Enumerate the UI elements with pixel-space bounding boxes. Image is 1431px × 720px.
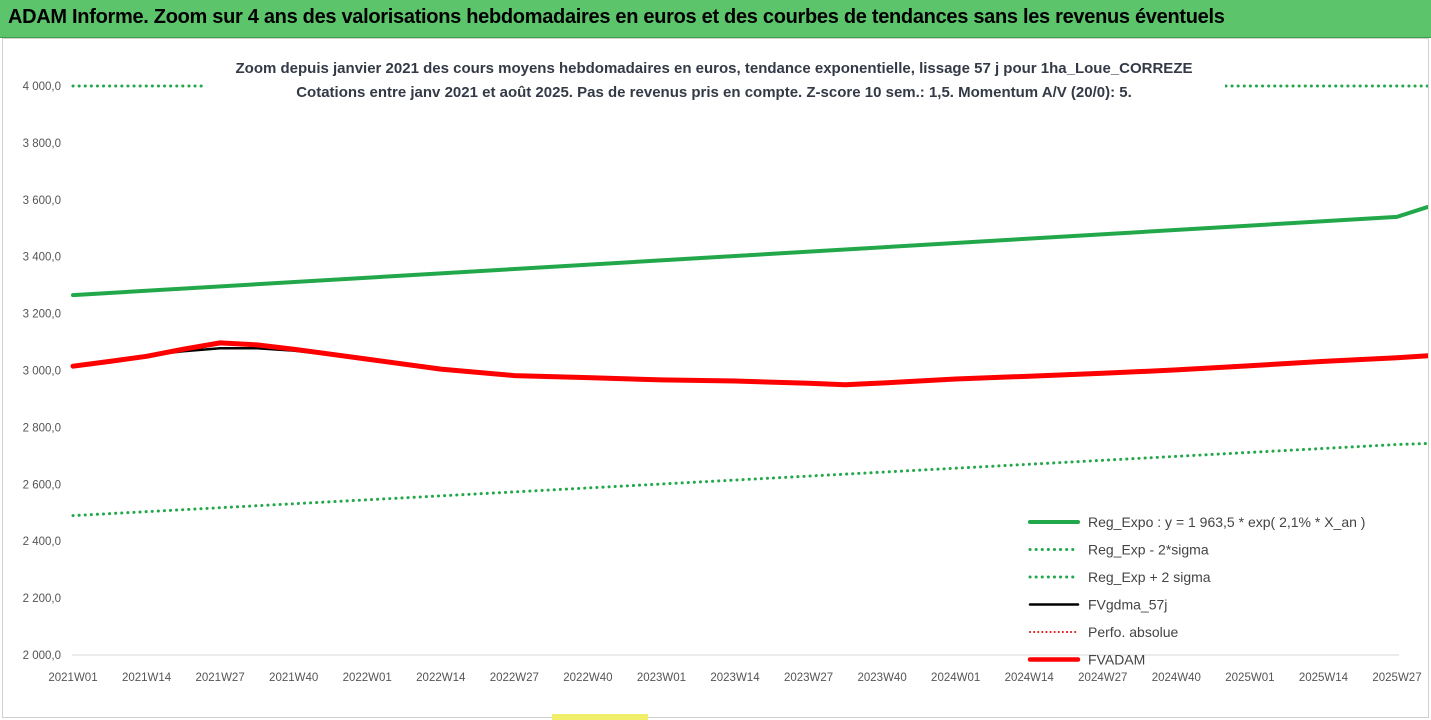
bottom-highlight-bar — [552, 714, 648, 720]
series-layer — [70, 84, 1428, 518]
chart-canvas: 2 000,0 2 200,0 2 400,0 2 600,0 2 800,0 3 000… — [23, 53, 1428, 684]
legend-entry: FVADAM — [1088, 652, 1145, 668]
x-tick-label: 2023W01 — [637, 672, 686, 684]
x-axis: 2021W01 2021W14 2021W27 2021W40 2022W01 2022W… — [48, 672, 1421, 684]
chart-frame: 2 000,0 2 200,0 2 400,0 2 600,0 2 800,0 3 000… — [2, 38, 1429, 718]
chart-subtitle-line1: Zoom depuis janvier 2021 des cours moyen… — [236, 60, 1193, 77]
x-tick-label: 2024W27 — [1078, 672, 1127, 684]
x-tick-label: 2022W01 — [343, 672, 392, 684]
legend-entry: Perfo. absolue — [1088, 624, 1178, 640]
chart-legend: Reg_Expo : y = 1 963,5 * exp( 2,1% * X_a… — [1027, 514, 1365, 668]
x-tick-label: 2021W27 — [195, 672, 244, 684]
x-tick-label: 2023W40 — [857, 672, 906, 684]
x-tick-label: 2021W01 — [48, 672, 97, 684]
y-tick-label: 2 000,0 — [23, 650, 61, 662]
legend-entry: Reg_Exp + 2 sigma — [1088, 569, 1211, 585]
y-tick-label: 4 000,0 — [23, 81, 61, 93]
x-tick-label: 2024W01 — [931, 672, 980, 684]
report-title: ADAM Informe. Zoom sur 4 ans des valoris… — [8, 6, 1225, 28]
report-banner: ADAM Informe. Zoom sur 4 ans des valoris… — [0, 0, 1431, 38]
y-tick-label: 3 000,0 — [23, 366, 61, 378]
x-tick-label: 2023W27 — [784, 672, 833, 684]
legend-entry: Reg_Expo : y = 1 963,5 * exp( 2,1% * X_a… — [1088, 514, 1365, 530]
chart-subtitle-line2: Cotations entre janv 2021 et août 2025. … — [296, 84, 1132, 101]
x-tick-label: 2025W01 — [1225, 672, 1274, 684]
x-tick-label: 2022W14 — [416, 672, 466, 684]
y-axis: 2 000,0 2 200,0 2 400,0 2 600,0 2 800,0 3 000… — [23, 81, 61, 662]
y-tick-label: 2 800,0 — [23, 422, 61, 434]
subtitle-background — [203, 53, 1225, 105]
x-tick-label: 2024W40 — [1152, 672, 1201, 684]
y-tick-label: 3 800,0 — [23, 138, 61, 150]
y-tick-label: 3 200,0 — [23, 309, 61, 321]
x-tick-label: 2021W14 — [122, 672, 172, 684]
x-tick-label: 2025W14 — [1299, 672, 1349, 684]
y-tick-label: 2 600,0 — [23, 479, 61, 491]
series-line-1 — [71, 441, 1428, 518]
y-tick-label: 3 600,0 — [23, 195, 61, 207]
y-tick-label: 3 400,0 — [23, 252, 61, 264]
series-line-5 — [70, 340, 1428, 388]
y-tick-label: 2 200,0 — [23, 593, 61, 605]
legend-entry: Reg_Exp - 2*sigma — [1088, 542, 1209, 558]
x-tick-label: 2023W14 — [710, 672, 760, 684]
x-tick-label: 2024W14 — [1005, 672, 1055, 684]
y-tick-label: 2 400,0 — [23, 536, 61, 548]
x-tick-label: 2021W40 — [269, 672, 318, 684]
series-line-0 — [71, 204, 1428, 298]
x-tick-label: 2022W40 — [563, 672, 612, 684]
x-tick-label: 2025W27 — [1372, 672, 1421, 684]
x-tick-label: 2022W27 — [490, 672, 539, 684]
legend-entry: FVgdma_57j — [1088, 597, 1167, 613]
